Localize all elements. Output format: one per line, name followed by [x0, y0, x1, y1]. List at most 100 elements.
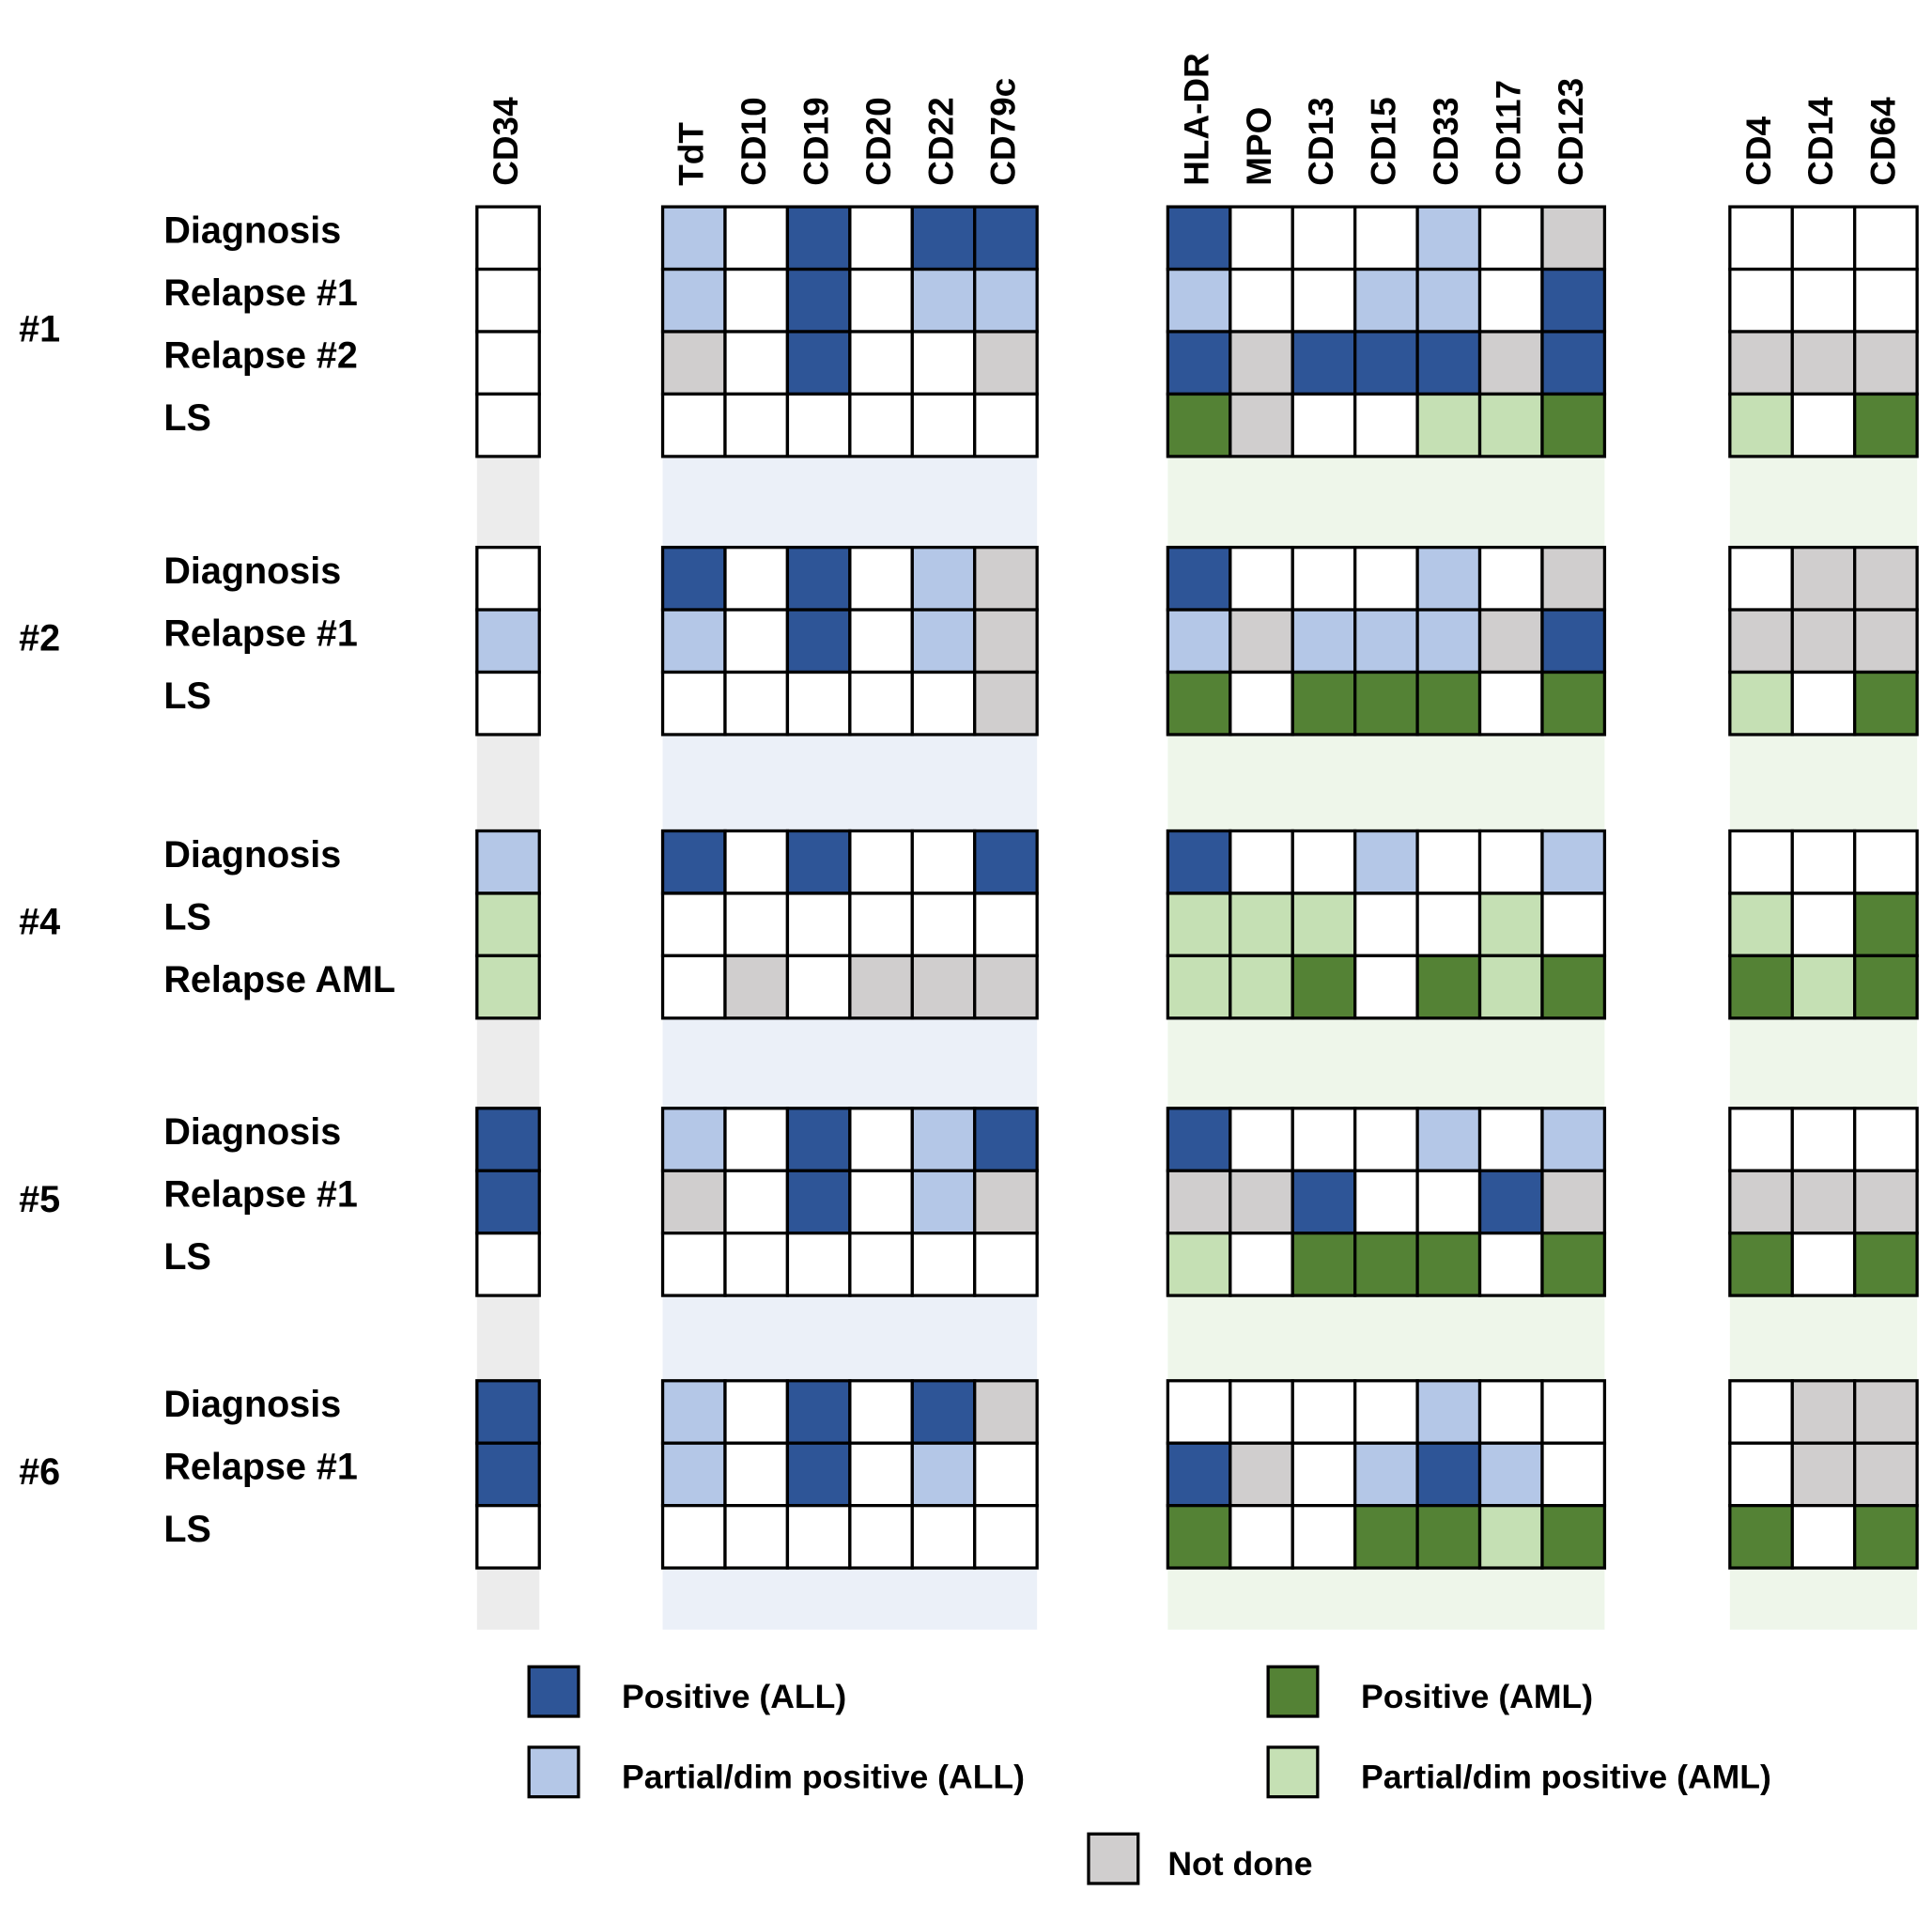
cell	[785, 392, 852, 458]
cell	[1477, 392, 1544, 458]
cell	[1853, 267, 1919, 333]
cell	[785, 545, 852, 612]
cell	[1166, 1107, 1232, 1172]
cell	[1291, 670, 1357, 736]
cell	[723, 1107, 790, 1172]
cell	[1540, 1169, 1607, 1235]
cell	[848, 670, 914, 736]
legend-label: Partial/dim positive (AML)	[1361, 1759, 1771, 1796]
legend-swatch	[1266, 1665, 1320, 1718]
cell	[1728, 1169, 1794, 1235]
cell	[1166, 829, 1232, 895]
cell	[1229, 1503, 1294, 1570]
cell	[660, 670, 727, 736]
cell	[723, 267, 790, 333]
cell	[1853, 205, 1919, 271]
cell	[1790, 1503, 1857, 1570]
row-label: LS	[163, 896, 211, 938]
cell	[1415, 1441, 1482, 1508]
cell	[1166, 267, 1232, 333]
cell	[1853, 891, 1919, 958]
patient-label: #4	[19, 902, 60, 943]
row-label: Diagnosis	[163, 210, 341, 252]
cell	[848, 954, 914, 1020]
cell	[1353, 829, 1419, 895]
cell	[1540, 1441, 1607, 1508]
cell	[1540, 1379, 1607, 1445]
cell	[848, 1441, 914, 1508]
cell	[1166, 670, 1232, 736]
cell	[475, 267, 541, 333]
cell	[1229, 1169, 1294, 1235]
cell	[660, 608, 727, 674]
cell	[1291, 891, 1357, 958]
cell	[1166, 330, 1232, 396]
cell	[660, 891, 727, 958]
cell	[1540, 1231, 1607, 1297]
cell	[1477, 205, 1544, 271]
cell	[1229, 891, 1294, 958]
cell	[475, 1231, 541, 1297]
cell	[1415, 1169, 1482, 1235]
marker-label: CD33	[1427, 97, 1465, 185]
cell	[910, 392, 977, 458]
cell	[723, 1231, 790, 1297]
marker-label: CD19	[796, 97, 835, 185]
cell	[973, 392, 1039, 458]
cell	[1853, 1231, 1919, 1297]
cell	[660, 1379, 727, 1445]
cell	[1728, 670, 1794, 736]
row-label: Relapse #1	[163, 272, 358, 314]
cell	[1540, 608, 1607, 674]
cell	[1728, 267, 1794, 333]
marker-label: CD117	[1490, 80, 1528, 186]
marker-label: CD4	[1739, 116, 1778, 185]
cell	[1291, 1231, 1357, 1297]
cell	[1477, 267, 1544, 333]
cell	[1790, 1107, 1857, 1172]
marker-label: CD15	[1365, 97, 1403, 185]
cell	[1229, 954, 1294, 1020]
cell	[660, 205, 727, 271]
cell	[973, 205, 1039, 271]
cell	[475, 1379, 541, 1445]
cell	[1415, 891, 1482, 958]
cell	[848, 545, 914, 612]
cell	[1166, 545, 1232, 612]
cell	[1477, 891, 1544, 958]
cell	[1728, 891, 1794, 958]
cell	[1353, 1503, 1419, 1570]
marker-label: MPO	[1240, 107, 1278, 186]
cell	[1728, 392, 1794, 458]
cell	[1853, 954, 1919, 1020]
cell	[475, 829, 541, 895]
cell	[1415, 1231, 1482, 1297]
cell	[848, 891, 914, 958]
cell	[973, 1169, 1039, 1235]
cell	[1229, 1107, 1294, 1172]
patient-label: #1	[19, 308, 60, 349]
legend-swatch	[527, 1745, 580, 1799]
cell	[910, 829, 977, 895]
cell	[1291, 1503, 1357, 1570]
patient-label: #2	[19, 618, 60, 659]
cell	[1291, 330, 1357, 396]
row-label: LS	[163, 675, 211, 717]
cell	[475, 1107, 541, 1172]
cell	[1353, 267, 1419, 333]
cell	[910, 891, 977, 958]
cell	[1229, 545, 1294, 612]
cell	[1477, 1231, 1544, 1297]
cell	[785, 670, 852, 736]
cell	[1229, 1379, 1294, 1445]
cell	[973, 608, 1039, 674]
cell	[1540, 205, 1607, 271]
cell	[1728, 1231, 1794, 1297]
cell	[660, 829, 727, 895]
cell	[910, 954, 977, 1020]
marker-label: CD79c	[984, 78, 1023, 186]
cell	[660, 1231, 727, 1297]
cell	[848, 205, 914, 271]
cell	[475, 670, 541, 736]
cell	[1291, 829, 1357, 895]
